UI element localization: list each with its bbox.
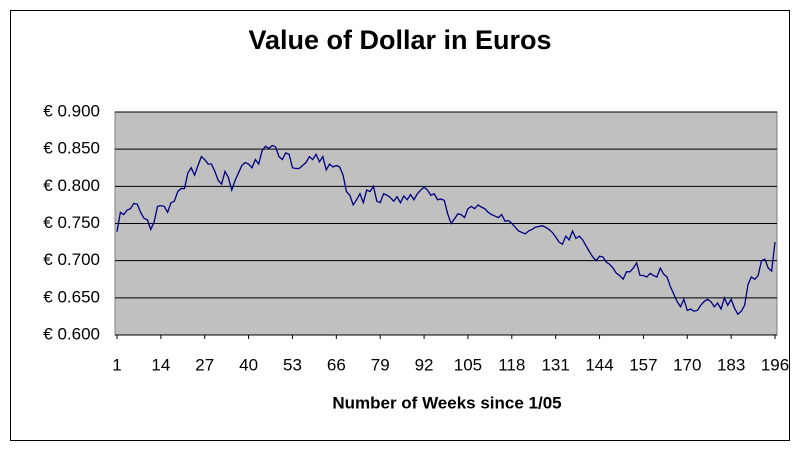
- x-tick-label: 1: [112, 355, 121, 374]
- x-axis-label: Number of Weeks since 1/05: [332, 393, 561, 412]
- x-tick-label: 40: [239, 355, 258, 374]
- x-tick-label: 27: [195, 355, 214, 374]
- x-tick-label: 79: [371, 355, 390, 374]
- x-tick-label: 131: [541, 355, 569, 374]
- x-tick-label: 53: [283, 355, 302, 374]
- y-tick-label: € 0.750: [43, 213, 100, 232]
- y-tick-label: € 0.650: [43, 287, 100, 306]
- chart-title: Value of Dollar in Euros: [248, 25, 551, 55]
- x-tick-label: 66: [327, 355, 346, 374]
- x-tick-label: 92: [415, 355, 434, 374]
- x-tick-label: 118: [498, 355, 525, 374]
- y-tick-label: € 0.600: [43, 324, 100, 343]
- x-tick-label: 157: [629, 355, 657, 374]
- x-tick-label: 14: [151, 355, 170, 374]
- x-tick-label: 196: [761, 355, 789, 374]
- x-tick-label: 105: [454, 355, 482, 374]
- y-tick-label: € 0.850: [43, 139, 100, 158]
- y-tick-label: € 0.800: [43, 176, 100, 195]
- x-tick-label: 144: [585, 355, 613, 374]
- x-tick-label: 170: [673, 355, 701, 374]
- y-tick-label: € 0.900: [43, 101, 100, 120]
- data-line: [116, 144, 776, 316]
- y-tick-label: € 0.700: [43, 250, 100, 269]
- x-tick-label: 183: [717, 355, 745, 374]
